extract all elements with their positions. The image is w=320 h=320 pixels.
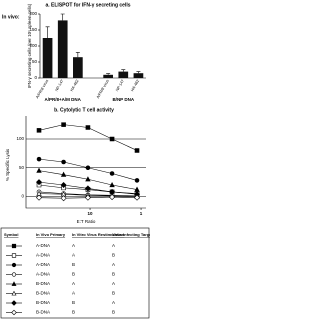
y-axis-label: IFN-γ secreting cells (per 10⁶ spleen ce… — [27, 3, 32, 88]
y-tick-label: 100 — [16, 136, 24, 141]
marker — [61, 122, 66, 127]
table-cell: B — [72, 310, 75, 315]
table-cell: B — [112, 272, 115, 277]
y-tick-label: 100 — [29, 43, 37, 48]
table-header: Virus Infecting Target — [112, 232, 150, 237]
table-border — [0, 227, 150, 319]
x-tick-label: HA-462 — [70, 79, 80, 92]
bar — [118, 71, 129, 78]
table-cell: A — [112, 262, 115, 267]
table-cell: B-DNA — [36, 300, 50, 305]
table-cell: A — [72, 281, 75, 286]
marker — [60, 195, 67, 202]
marker — [11, 243, 17, 249]
marker — [109, 181, 115, 188]
y-axis-label: % Specific Lysis — [5, 148, 10, 181]
marker — [60, 171, 67, 177]
marker — [109, 136, 115, 142]
figure: a. ELISPOT for IFN-γ secreting cells In … — [0, 2, 150, 319]
marker — [35, 194, 43, 201]
table-cell: B — [72, 300, 75, 305]
bar — [57, 20, 68, 78]
marker — [61, 159, 66, 165]
table-cell: B — [72, 262, 75, 267]
marker — [11, 253, 17, 258]
table-cell: B — [112, 291, 115, 296]
table-cell: B — [112, 310, 115, 315]
marker — [35, 179, 43, 186]
marker — [11, 281, 17, 286]
annotation: In vivo: — [2, 14, 20, 20]
chart-title: b. Cytolytic T cell activity — [54, 107, 114, 113]
error-bar — [75, 52, 80, 58]
bar — [133, 73, 144, 78]
y-tick-label: 200 — [29, 11, 37, 16]
y-tick-label: 50 — [32, 59, 38, 64]
marker — [11, 300, 17, 306]
table-cell: A — [112, 243, 115, 248]
x-tick-label: A/PR/8 virus — [96, 79, 110, 99]
marker — [36, 167, 42, 173]
chart-title: a. ELISPOT for IFN-γ secreting cells — [45, 2, 130, 8]
error-bar — [106, 73, 111, 75]
marker — [85, 176, 91, 182]
x-tick-label: HA-462 — [130, 79, 140, 92]
group-label: B/NP DNA — [112, 97, 134, 102]
marker — [36, 128, 42, 133]
marker — [11, 262, 17, 268]
marker — [134, 178, 140, 183]
table-cell: B — [112, 253, 115, 258]
marker — [11, 290, 17, 296]
marker — [11, 309, 17, 316]
table-cell: A-DNA — [36, 253, 50, 258]
table-cell: A-DNA — [36, 272, 50, 277]
x-axis-label: E:T Ratio — [77, 219, 96, 224]
marker — [109, 194, 116, 201]
axis — [39, 14, 146, 79]
table-header: In Vivo Primary — [36, 232, 66, 237]
table-cell: A — [72, 243, 75, 248]
marker — [36, 156, 42, 162]
error-bar — [121, 69, 126, 72]
table-cell: B-DNA — [36, 291, 50, 296]
table-cell: A-DNA — [36, 262, 50, 267]
table-cell: B — [72, 272, 75, 277]
x-tick-label: NP-147 — [115, 79, 125, 92]
bar — [73, 57, 83, 78]
axis — [25, 116, 146, 209]
error-bar — [136, 71, 141, 74]
x-tick-label: 1 — [140, 211, 143, 216]
table-cell: A — [112, 300, 115, 305]
y-tick-label: 150 — [29, 27, 37, 32]
marker — [85, 165, 91, 171]
group-label: A/PR/8+A/M DNA — [45, 97, 82, 102]
table-header: Symbol — [4, 232, 18, 237]
error-bar — [45, 26, 50, 38]
y-tick-label: 0 — [21, 194, 24, 199]
table-cell: A — [72, 291, 75, 296]
table-header: In Vitro Virus Restimulation — [72, 232, 125, 237]
x-tick-label: 10 — [88, 211, 94, 216]
bar — [103, 74, 113, 78]
marker — [11, 272, 17, 277]
marker — [60, 181, 67, 189]
marker — [85, 125, 91, 130]
table-cell: A-DNA — [36, 243, 50, 248]
table-cell: A — [112, 281, 115, 286]
y-tick-label: 50 — [19, 165, 25, 170]
marker — [84, 185, 91, 192]
marker — [109, 171, 115, 176]
bar — [42, 38, 53, 78]
table-cell: A — [72, 253, 75, 258]
marker — [84, 194, 91, 201]
table-cell: B-DNA — [36, 281, 50, 286]
marker — [133, 194, 141, 201]
x-tick-label: NP-147 — [55, 79, 65, 92]
table-cell: B-DNA — [36, 310, 50, 315]
error-bar — [60, 13, 65, 21]
marker — [134, 148, 140, 153]
y-tick-label: 0 — [34, 75, 37, 80]
